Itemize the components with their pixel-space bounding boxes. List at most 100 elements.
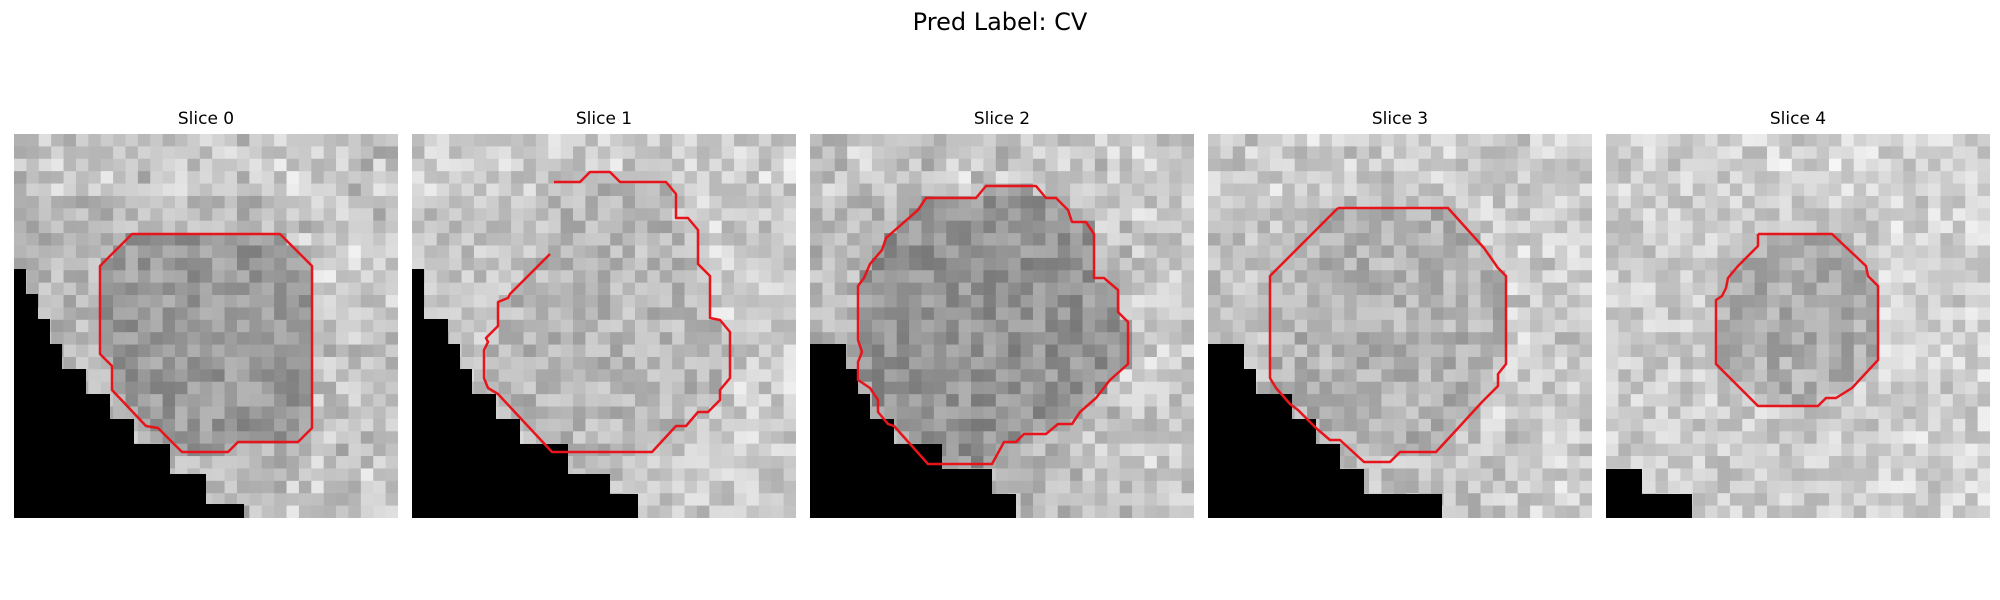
pixel-cell — [1393, 195, 1407, 209]
pixel-cell — [535, 295, 549, 309]
pixel-cell — [385, 270, 398, 284]
pixel-cell — [199, 171, 213, 185]
pixel-cell — [1492, 245, 1506, 259]
pixel-cell — [1220, 245, 1234, 259]
pixel-cell — [523, 208, 537, 222]
pixel-cell — [1692, 431, 1706, 445]
pixel-cell — [1181, 344, 1194, 358]
pixel-cell — [721, 208, 735, 222]
pixel-cell — [871, 208, 885, 222]
pixel-cell — [523, 220, 537, 234]
pixel-cell — [746, 505, 760, 518]
pixel-cell — [535, 183, 549, 197]
pixel-cell — [1505, 406, 1519, 420]
pixel-cell — [535, 418, 549, 432]
pixel-cell — [1132, 344, 1146, 358]
pixel-cell — [1903, 257, 1917, 271]
pixel-cell — [224, 344, 238, 358]
pixel-cell — [63, 146, 77, 160]
pixel-cell — [1468, 406, 1482, 420]
pixel-cell — [696, 369, 710, 383]
pixel-cell — [261, 356, 275, 370]
pixel-cell — [983, 158, 997, 172]
pixel-cell — [535, 344, 549, 358]
pixel-cell — [1269, 295, 1283, 309]
pixel-cell — [1282, 134, 1296, 147]
pixel-cell — [1468, 257, 1482, 271]
pixel-cell — [1903, 270, 1917, 284]
pixel-cell — [100, 319, 114, 333]
pixel-cell — [1517, 195, 1531, 209]
pixel-cell — [1082, 134, 1096, 147]
pixel-cell — [1294, 282, 1308, 296]
pixel-cell — [1119, 233, 1133, 247]
pixel-cell — [26, 195, 40, 209]
pixel-cell — [1430, 220, 1444, 234]
pixel-cell — [1841, 220, 1855, 234]
pixel-cell — [1369, 319, 1383, 333]
pixel-cell — [1643, 319, 1657, 333]
pixel-cell — [884, 394, 898, 408]
pixel-cell — [1094, 295, 1108, 309]
pixel-cell — [1331, 332, 1345, 346]
pixel-cell — [1742, 307, 1756, 321]
pixel-cell — [162, 270, 176, 284]
pixel-cell — [1356, 344, 1370, 358]
pixel-cell — [610, 134, 624, 147]
pixel-cell — [249, 183, 263, 197]
pixel-cell — [1853, 282, 1867, 296]
pixel-cell — [859, 282, 873, 296]
pixel-cell — [1020, 493, 1034, 507]
pixel-cell — [696, 431, 710, 445]
pixel-cell — [1045, 406, 1059, 420]
pixel-cell — [1169, 406, 1183, 420]
pixel-cell — [946, 356, 960, 370]
pixel-cell — [1828, 146, 1842, 160]
pixel-cell — [1742, 208, 1756, 222]
pixel-cell — [1680, 394, 1694, 408]
pixel-cell — [1381, 356, 1395, 370]
pixel-cell — [634, 282, 648, 296]
pixel-cell — [1119, 394, 1133, 408]
pixel-cell — [162, 195, 176, 209]
pixel-cell — [1418, 270, 1432, 284]
pixel-cell — [1542, 381, 1556, 395]
pixel-cell — [1630, 431, 1644, 445]
pixel-cell — [1282, 307, 1296, 321]
pixel-cell — [1767, 245, 1781, 259]
pixel-cell — [585, 282, 599, 296]
pixel-cell — [1606, 158, 1619, 172]
pixel-cell — [1667, 307, 1681, 321]
pixel-cell — [1729, 381, 1743, 395]
pixel-cell — [721, 220, 735, 234]
pixel-cell — [1618, 183, 1632, 197]
pixel-cell — [771, 158, 785, 172]
pixel-cell — [771, 456, 785, 470]
pixel-cell — [449, 257, 463, 271]
pixel-cell — [1020, 270, 1034, 284]
pixel-cell — [1692, 319, 1706, 333]
pixel-cell — [684, 369, 698, 383]
pixel-cell — [933, 245, 947, 259]
pixel-cell — [150, 270, 164, 284]
pixel-cell — [622, 319, 636, 333]
pixel-cell — [1667, 195, 1681, 209]
pixel-cell — [274, 295, 288, 309]
pixel-cell — [822, 295, 836, 309]
pixel-cell — [1606, 233, 1619, 247]
pixel-cell — [995, 344, 1009, 358]
pixel-cell — [88, 195, 102, 209]
pixel-cell — [1008, 394, 1022, 408]
pixel-cell — [311, 344, 325, 358]
pixel-cell — [548, 356, 562, 370]
pixel-cell — [746, 195, 760, 209]
pixel-cell — [473, 319, 487, 333]
pixel-cell — [498, 332, 512, 346]
pixel-cell — [1057, 356, 1071, 370]
pixel-cell — [1606, 183, 1619, 197]
pixel-cell — [721, 431, 735, 445]
pixel-cell — [1890, 158, 1904, 172]
pixel-cell — [983, 134, 997, 147]
pixel-cell — [311, 356, 325, 370]
pixel-cell — [1554, 257, 1568, 271]
